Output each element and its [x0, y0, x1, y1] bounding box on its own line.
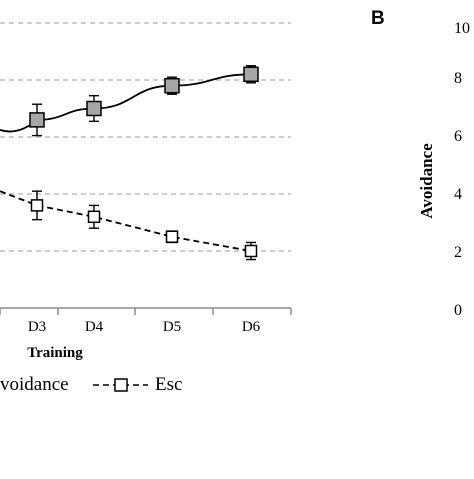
- data-point-esc: [87, 210, 101, 224]
- x-axis-label: Training: [27, 345, 83, 361]
- data-point-avoidance: [29, 112, 45, 128]
- x-tick-label: D4: [85, 319, 104, 335]
- x-tick-label: D3: [28, 319, 46, 335]
- x-tick-label: D6: [242, 319, 261, 335]
- panel-b-y-tick-label: 8: [454, 70, 462, 87]
- panel-b-y-tick-label: 10: [454, 20, 470, 37]
- x-tick-labels: D3 D4 D5 D6: [28, 319, 261, 335]
- data-point-avoidance: [243, 66, 259, 83]
- series-layer: [0, 65, 259, 261]
- x-axis: [0, 307, 292, 315]
- data-point-esc: [244, 244, 258, 258]
- panel-b-y-tick-label: 2: [454, 244, 462, 261]
- panel-b-y-tick-label: 4: [454, 186, 462, 203]
- x-tick-label: D5: [163, 319, 181, 335]
- legend-marker-esc: [114, 378, 128, 392]
- panel-b: B Avoidance 10 8 6 4 2 0: [371, 8, 470, 319]
- legend-label-avoidance: voidance: [0, 374, 69, 395]
- data-point-esc: [165, 230, 179, 243]
- series-line-esc: [0, 190, 252, 252]
- panel-b-y-tick-label: 0: [454, 302, 462, 319]
- gridlines: [0, 22, 291, 252]
- data-point-avoidance: [86, 100, 102, 117]
- legend-label-esc: Esc: [155, 374, 182, 395]
- panel-b-y-tick-labels: 10 8 6 4 2 0: [454, 20, 470, 319]
- panel-b-label: B: [371, 8, 385, 29]
- data-point-esc: [30, 199, 44, 212]
- panel-b-ylabel: Avoidance: [417, 143, 436, 219]
- legend: voidance Esc: [0, 374, 182, 395]
- data-point-avoidance: [164, 77, 180, 94]
- panel-b-y-tick-label: 6: [454, 128, 462, 145]
